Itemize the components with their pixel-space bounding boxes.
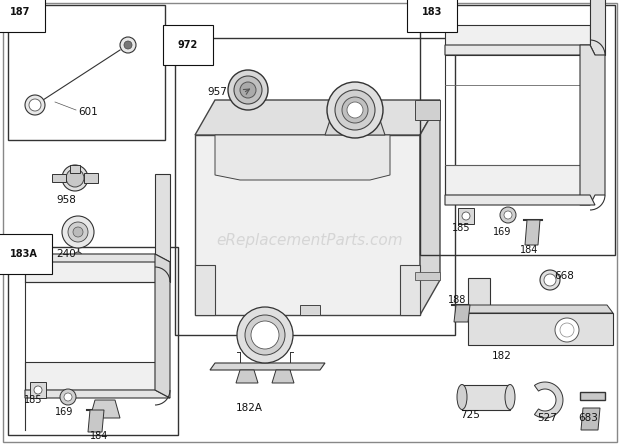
Bar [155, 174, 170, 282]
Circle shape [245, 315, 285, 355]
Circle shape [335, 90, 375, 130]
Circle shape [62, 216, 94, 248]
Circle shape [504, 211, 512, 219]
Bar [420, 5, 615, 255]
Text: 683: 683 [578, 413, 598, 423]
Bar [84, 173, 98, 183]
Text: 169: 169 [55, 407, 73, 417]
Circle shape [66, 169, 84, 187]
Bar [25, 362, 155, 390]
Circle shape [342, 97, 368, 123]
Text: 184: 184 [90, 431, 108, 441]
Circle shape [29, 99, 41, 111]
Circle shape [62, 165, 88, 191]
Text: 240: 240 [56, 249, 76, 259]
Polygon shape [581, 408, 600, 430]
Circle shape [64, 393, 72, 401]
Bar [25, 254, 155, 282]
Bar [8, 5, 165, 140]
Bar [70, 165, 80, 173]
Polygon shape [445, 195, 595, 205]
Circle shape [327, 82, 383, 138]
Text: 601: 601 [78, 107, 98, 117]
Bar [590, 0, 605, 55]
Circle shape [240, 82, 256, 98]
Text: 725: 725 [460, 410, 480, 420]
Text: 185: 185 [452, 223, 471, 233]
Circle shape [462, 212, 470, 220]
Bar [468, 278, 490, 310]
Circle shape [544, 274, 556, 286]
Polygon shape [210, 363, 325, 370]
Bar [445, 165, 590, 195]
Bar [52, 174, 66, 182]
Polygon shape [195, 100, 440, 135]
Circle shape [237, 307, 293, 363]
Text: 972: 972 [178, 40, 198, 50]
Bar [468, 313, 613, 345]
Polygon shape [415, 100, 440, 120]
Bar [415, 272, 440, 280]
Text: 169: 169 [493, 227, 512, 237]
Circle shape [251, 321, 279, 349]
Text: 183A: 183A [10, 249, 38, 259]
Polygon shape [195, 135, 420, 315]
Circle shape [555, 318, 579, 342]
Ellipse shape [505, 384, 515, 409]
Text: 187: 187 [10, 7, 30, 17]
Text: 183: 183 [422, 7, 443, 17]
Polygon shape [236, 370, 258, 383]
Bar [445, 25, 590, 55]
Polygon shape [90, 400, 120, 418]
Polygon shape [454, 305, 470, 322]
Text: 188: 188 [448, 295, 466, 305]
Polygon shape [534, 382, 563, 418]
Circle shape [234, 76, 262, 104]
Polygon shape [25, 390, 170, 398]
Circle shape [68, 222, 88, 242]
Bar [30, 382, 46, 398]
Text: 668: 668 [554, 271, 574, 281]
Text: 527: 527 [537, 413, 557, 423]
Circle shape [560, 323, 574, 337]
Text: 958: 958 [56, 195, 76, 205]
Bar [175, 38, 455, 335]
Circle shape [25, 95, 45, 115]
Polygon shape [88, 410, 104, 432]
Polygon shape [580, 45, 605, 205]
Circle shape [347, 102, 363, 118]
Circle shape [500, 207, 516, 223]
Polygon shape [445, 45, 595, 55]
Text: 185: 185 [24, 395, 43, 405]
Polygon shape [462, 385, 510, 410]
Circle shape [73, 227, 83, 237]
Polygon shape [155, 254, 170, 398]
Polygon shape [25, 254, 170, 262]
Text: eReplacementParts.com: eReplacementParts.com [216, 232, 404, 247]
Text: 182A: 182A [236, 403, 263, 413]
Circle shape [228, 70, 268, 110]
Bar [8, 247, 178, 435]
Circle shape [124, 41, 132, 49]
Bar [580, 392, 605, 400]
Circle shape [60, 389, 76, 405]
Polygon shape [215, 135, 390, 180]
Circle shape [74, 252, 82, 260]
Polygon shape [272, 370, 294, 383]
Text: 957: 957 [207, 87, 227, 97]
Circle shape [540, 270, 560, 290]
Polygon shape [462, 305, 613, 313]
Circle shape [34, 386, 42, 394]
Text: 184: 184 [520, 245, 538, 255]
Polygon shape [325, 120, 385, 135]
Ellipse shape [457, 384, 467, 409]
Circle shape [120, 37, 136, 53]
Text: 182: 182 [492, 351, 512, 361]
Polygon shape [420, 100, 440, 315]
Polygon shape [525, 220, 540, 245]
Polygon shape [195, 265, 215, 315]
Bar [458, 208, 474, 224]
Polygon shape [300, 305, 320, 315]
Polygon shape [400, 265, 420, 315]
